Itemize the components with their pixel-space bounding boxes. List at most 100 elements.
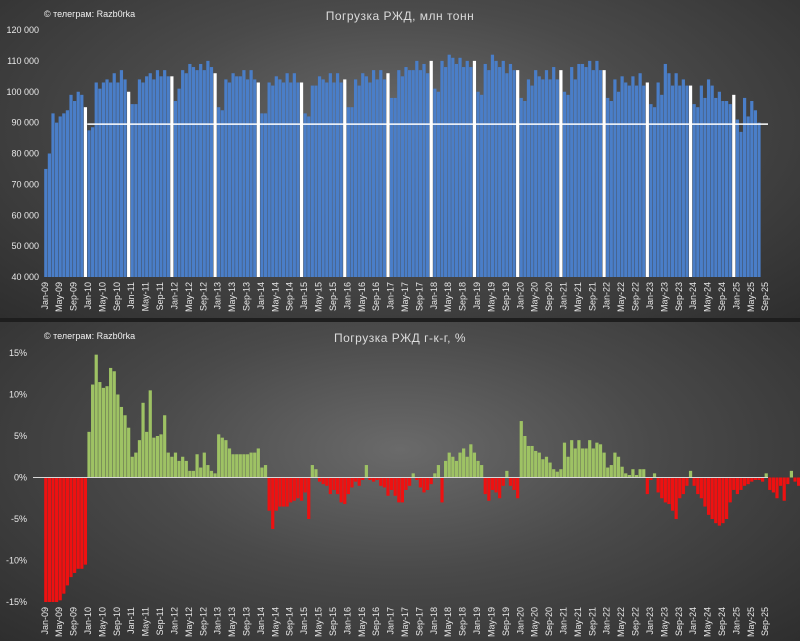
negative-bar <box>321 477 325 485</box>
positive-bar <box>480 465 484 478</box>
positive-bar <box>552 469 556 478</box>
volume-bar <box>94 82 98 277</box>
volume-x-tick-label: Sep-16 <box>371 282 381 311</box>
positive-bar <box>249 452 253 478</box>
volume-plot: 40 000 50 000 60 000 70 000 80 000 90 000 100 … <box>6 25 770 312</box>
december-bar <box>688 85 693 277</box>
negative-bar <box>83 477 88 565</box>
chart-title: Погрузка РЖД г-к-г, % <box>333 331 467 345</box>
positive-bar <box>433 473 437 478</box>
negative-bar <box>732 477 736 490</box>
volume-bar <box>199 63 203 278</box>
yoy-x-tick-label: Jan-16 <box>342 607 352 635</box>
volume-bar <box>159 76 163 277</box>
volume-bar <box>335 73 340 277</box>
volume-bar <box>739 131 743 277</box>
yoy-x-tick-label: Sep-22 <box>631 607 641 636</box>
volume-x-tick-label: May-10 <box>97 282 107 312</box>
volume-x-tick-label: May-13 <box>227 282 237 312</box>
volume-bar <box>397 70 401 277</box>
negative-bar <box>339 477 343 503</box>
volume-bar <box>757 122 761 277</box>
volume-x-tick-label: Sep-13 <box>242 282 252 311</box>
volume-bar <box>303 113 307 277</box>
negative-bar <box>779 477 783 486</box>
positive-bar <box>537 452 541 478</box>
yoy-x-tick-label: Sep-14 <box>285 607 295 636</box>
volume-bar <box>663 63 667 278</box>
volume-bar <box>195 70 199 277</box>
volume-bar <box>534 70 538 277</box>
volume-bar <box>634 85 639 277</box>
negative-bar <box>508 477 513 486</box>
volume-x-tick-label: May-20 <box>530 282 540 312</box>
volume-x-tick-label: Sep-23 <box>674 282 684 311</box>
positive-bar <box>188 470 192 478</box>
volume-bar <box>692 104 696 277</box>
volume-x-tick-label: Sep-19 <box>501 282 511 311</box>
volume-bar <box>281 82 286 277</box>
volume-bar <box>310 85 314 277</box>
positive-bar <box>235 454 239 478</box>
positive-bar <box>526 445 531 478</box>
negative-bar <box>271 477 275 529</box>
volume-x-tick-label: May-18 <box>443 282 453 312</box>
negative-bar <box>670 477 675 511</box>
volume-bar <box>152 79 156 278</box>
volume-bar <box>91 127 95 277</box>
volume-bar <box>382 79 386 278</box>
negative-bar <box>267 477 271 511</box>
volume-bar <box>526 79 531 278</box>
volume-bar <box>465 60 469 277</box>
positive-bar <box>688 470 693 478</box>
negative-bar <box>768 477 772 490</box>
volume-bar <box>105 79 109 278</box>
volume-bar <box>166 76 170 277</box>
volume-bar <box>58 116 62 277</box>
december-bar <box>386 73 390 277</box>
negative-bar <box>418 477 423 488</box>
negative-bar <box>678 477 682 499</box>
negative-bar <box>73 477 77 573</box>
volume-bar <box>624 82 628 277</box>
negative-bar <box>375 477 379 480</box>
positive-bar <box>148 390 152 478</box>
december-bar <box>645 82 649 277</box>
volume-x-tick-label: May-12 <box>184 282 194 312</box>
volume-bar <box>289 82 293 277</box>
volume-bar <box>76 91 80 277</box>
yoy-x-tick-label: May-23 <box>659 607 669 637</box>
volume-bar <box>685 85 689 277</box>
chart-credit: © телеграм: Razb0rka <box>44 331 136 341</box>
yoy-x-tick-label: May-17 <box>400 607 410 637</box>
yoy-x-tick-label: Jan-11 <box>126 607 136 634</box>
positive-bar <box>541 459 545 478</box>
volume-bar <box>714 97 718 277</box>
positive-bar <box>591 448 595 478</box>
volume-x-tick-label: Jan-20 <box>515 282 525 310</box>
volume-bar <box>253 79 257 278</box>
yoy-y-tick-label: -5% <box>11 514 27 524</box>
volume-bar <box>530 85 534 277</box>
negative-bar <box>667 477 671 505</box>
volume-bar <box>267 82 271 277</box>
positive-bar <box>602 452 606 478</box>
yoy-x-tick-label: Jan-24 <box>688 607 698 635</box>
volume-bar <box>638 73 642 277</box>
volume-bar <box>249 70 253 277</box>
negative-bar <box>429 477 433 485</box>
yoy-y-tick-label: 5% <box>14 431 27 441</box>
yoy-x-tick-label: Sep-10 <box>112 607 122 636</box>
negative-bar <box>343 477 347 505</box>
volume-bar <box>487 70 491 277</box>
volume-bar <box>706 79 711 278</box>
yoy-x-tick-label: Jan-13 <box>213 607 223 635</box>
volume-bar <box>595 60 599 277</box>
yoy-x-tick-label: Sep-23 <box>674 607 684 636</box>
positive-bar <box>202 452 206 478</box>
positive-bar <box>411 473 415 478</box>
yoy-x-tick-label: Jan-15 <box>299 607 309 635</box>
negative-bar <box>512 477 516 490</box>
volume-bar <box>505 73 509 277</box>
positive-bar <box>580 448 585 478</box>
